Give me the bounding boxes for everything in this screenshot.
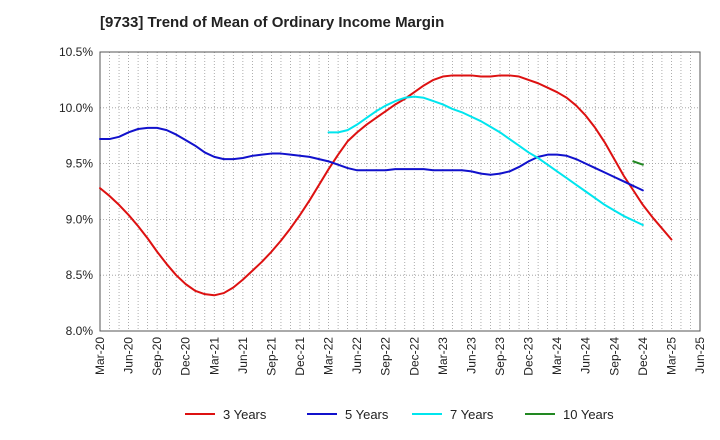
x-tick-label: Sep-23: [493, 337, 507, 376]
y-tick-label: 10.0%: [59, 101, 93, 115]
x-tick-label: Mar-23: [436, 337, 450, 375]
x-tick-label: Dec-23: [522, 337, 536, 376]
x-tick-label: Mar-25: [664, 337, 678, 375]
y-tick-label: 9.0%: [66, 212, 94, 226]
y-tick-label: 8.5%: [66, 268, 94, 282]
x-tick-label: Sep-21: [264, 337, 278, 376]
chart-title: [9733] Trend of Mean of Ordinary Income …: [100, 14, 445, 31]
x-tick-label: Dec-22: [407, 337, 421, 376]
x-tick-label: Dec-20: [179, 337, 193, 376]
x-tick-label: Jun-23: [464, 337, 478, 374]
x-tick-label: Sep-22: [379, 337, 393, 376]
x-tick-label: Jun-22: [350, 337, 364, 374]
legend-label: 7 Years: [450, 407, 494, 422]
y-tick-label: 8.0%: [66, 324, 94, 338]
x-tick-label: Mar-21: [207, 337, 221, 375]
series-line: [327, 95, 644, 226]
x-tick-label: Dec-21: [293, 337, 307, 376]
legend-label: 3 Years: [223, 407, 267, 422]
y-tick-label: 10.5%: [59, 45, 93, 59]
legend-label: 5 Years: [345, 407, 389, 422]
series-line: [99, 126, 644, 192]
x-tick-label: Dec-24: [636, 337, 650, 376]
y-tick-label: 9.5%: [66, 157, 94, 171]
x-tick-label: Jun-21: [236, 337, 250, 374]
x-tick-label: Jun-20: [122, 337, 136, 374]
series-line: [99, 74, 673, 297]
x-tick-label: Jun-24: [579, 337, 593, 374]
x-tick-label: Sep-20: [150, 337, 164, 376]
x-tick-label: Mar-22: [322, 337, 336, 375]
x-tick-label: Mar-20: [93, 337, 107, 375]
legend-label: 10 Years: [563, 407, 614, 422]
x-tick-label: Jun-25: [693, 337, 707, 374]
x-tick-label: Sep-24: [607, 337, 621, 376]
plot-frame: [99, 51, 701, 332]
series-line: [632, 160, 644, 166]
x-tick-label: Mar-24: [550, 337, 564, 375]
